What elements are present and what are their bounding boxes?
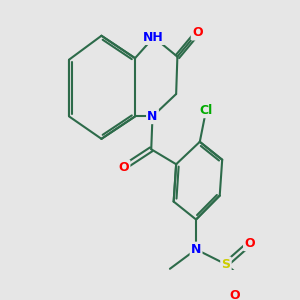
Text: NH: NH: [143, 31, 164, 44]
Text: N: N: [191, 243, 201, 256]
Text: O: O: [118, 161, 129, 174]
Text: O: O: [229, 289, 240, 300]
Text: O: O: [244, 237, 255, 250]
Text: S: S: [221, 258, 230, 271]
Text: N: N: [147, 110, 158, 123]
Text: Cl: Cl: [200, 104, 213, 117]
Text: O: O: [192, 26, 202, 39]
